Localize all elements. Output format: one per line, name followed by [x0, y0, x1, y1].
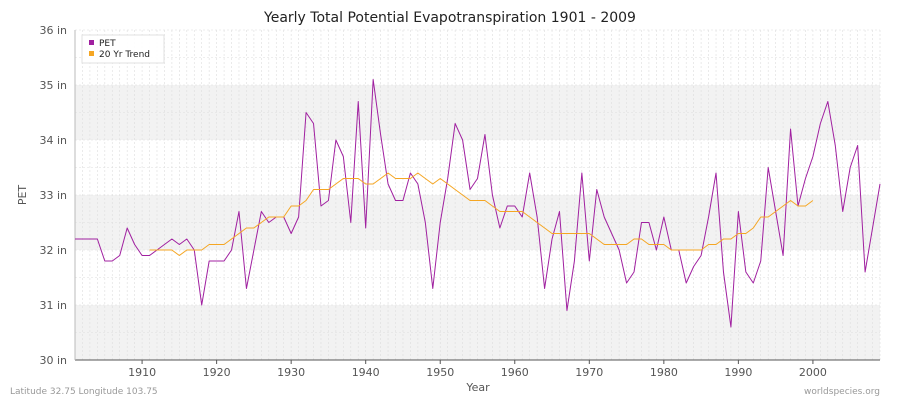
x-tick-label: 1980: [650, 366, 678, 379]
x-tick-label: 1930: [277, 366, 305, 379]
y-tick-label: 35 in: [39, 79, 67, 92]
x-tick-label: 1940: [352, 366, 380, 379]
legend-label-trend: 20 Yr Trend: [99, 50, 150, 60]
series-group: [75, 79, 881, 328]
y-tick-label: 31 in: [39, 299, 67, 312]
legend-box: [81, 34, 165, 64]
axes: [74, 30, 880, 361]
legend-swatch-trend: [89, 51, 94, 56]
x-tick-label: 1950: [426, 366, 454, 379]
y-tick-label: 36 in: [39, 24, 67, 37]
legend: PET 20 Yr Trend: [81, 34, 165, 64]
x-tick-label: 2000: [799, 366, 827, 379]
y-tick-label: 33 in: [39, 189, 67, 202]
y-tick-labels: 30 in 31 in 32 in 33 in 34 in 35 in 36 in: [39, 24, 67, 367]
gridlines: [74, 29, 881, 361]
y-tick-label: 34 in: [39, 134, 67, 147]
y-tick-label: 30 in: [39, 354, 67, 367]
footer-source: worldspecies.org: [804, 387, 880, 397]
chart-title: Yearly Total Potential Evapotranspiratio…: [263, 10, 636, 26]
legend-label-pet: PET: [99, 39, 116, 49]
x-tick-label: 1960: [501, 366, 529, 379]
x-tick-label: 1970: [575, 366, 603, 379]
x-tick-label: 1910: [128, 366, 156, 379]
series-line-pet: [75, 79, 881, 328]
x-tick-label: 1920: [203, 366, 231, 379]
y-tick-label: 32 in: [39, 244, 67, 257]
series-line-trend: [149, 172, 814, 256]
x-tick-label: 1990: [724, 366, 752, 379]
x-axis-label: Year: [465, 381, 490, 394]
y-axis-label: PET: [16, 185, 29, 206]
footer-location: Latitude 32.75 Longitude 103.75: [10, 387, 158, 397]
legend-swatch-pet: [89, 40, 94, 45]
x-tick-labels: 1910 1920 1930 1940 1950 1960 1970 1980 1990 2000: [128, 360, 827, 379]
